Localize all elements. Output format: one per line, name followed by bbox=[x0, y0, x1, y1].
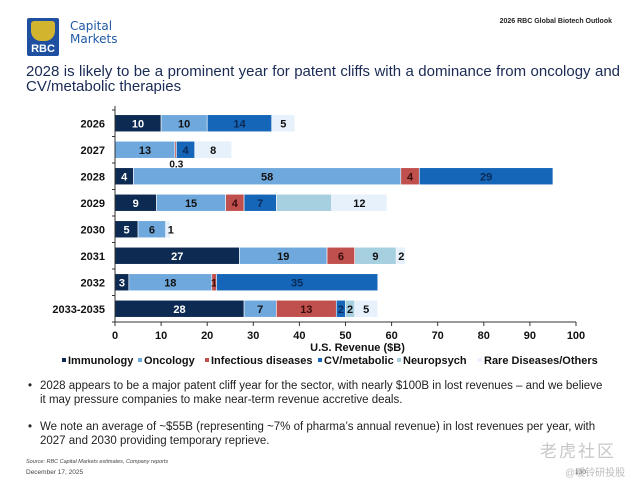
data-label: 10 bbox=[132, 118, 144, 130]
data-label: 5 bbox=[363, 304, 369, 316]
data-label: 4 bbox=[407, 171, 414, 183]
bullet-item: We note an average of ~$55B (representin… bbox=[28, 420, 608, 448]
category-label: 2031 bbox=[81, 251, 105, 263]
bar-segment bbox=[216, 273, 379, 292]
lion-shield-icon bbox=[31, 21, 55, 41]
data-label: 27 bbox=[171, 251, 183, 263]
bullet-item: 2028 appears to be a major patent cliff … bbox=[28, 379, 608, 407]
legend-label: Immunology bbox=[68, 355, 134, 367]
source-note: Source: RBC Capital Markets estimates, C… bbox=[26, 459, 169, 465]
rbc-logo: RBC bbox=[27, 18, 59, 56]
data-label: 15 bbox=[185, 198, 197, 210]
bar-segment bbox=[331, 193, 388, 212]
category-label: 2027 bbox=[81, 145, 105, 157]
logo-text: RBC bbox=[31, 43, 55, 55]
legend-swatch bbox=[478, 358, 482, 362]
watermark-handle: @暖铃研投股 bbox=[565, 468, 626, 479]
data-label: 4 bbox=[121, 171, 128, 183]
data-label: 5 bbox=[123, 224, 129, 236]
brand-line-1: Capital bbox=[70, 19, 113, 33]
x-tick-label: 50 bbox=[339, 330, 351, 342]
legend-swatch bbox=[397, 358, 401, 362]
data-label: 18 bbox=[164, 277, 176, 289]
bullet-list: 2028 appears to be a major patent cliff … bbox=[28, 379, 608, 461]
data-label: 10 bbox=[178, 118, 190, 130]
x-axis-title: U.S. Revenue ($B) bbox=[310, 342, 405, 354]
data-label: 13 bbox=[300, 304, 312, 316]
date: December 17, 2025 bbox=[26, 469, 84, 476]
bar-segment bbox=[194, 140, 232, 159]
data-label: 4 bbox=[232, 198, 239, 210]
category-label: 2028 bbox=[81, 171, 105, 183]
data-label: 19 bbox=[277, 251, 289, 263]
x-tick-label: 10 bbox=[155, 330, 167, 342]
data-label: 35 bbox=[291, 277, 303, 289]
data-label: 7 bbox=[257, 304, 263, 316]
x-tick-label: 20 bbox=[201, 330, 213, 342]
data-label: 1 bbox=[211, 277, 217, 289]
legend-swatch bbox=[205, 358, 209, 362]
data-label: 2 bbox=[347, 304, 353, 316]
bar-segment bbox=[418, 167, 554, 186]
legend-swatch bbox=[318, 358, 322, 362]
x-tick-label: 0 bbox=[112, 330, 118, 342]
watermark: 老虎社区 bbox=[540, 442, 616, 461]
brand-line-2: Markets bbox=[70, 32, 118, 46]
slide-title: 2028 is likely to be a prominent year fo… bbox=[26, 63, 620, 95]
category-label: 2032 bbox=[81, 277, 105, 289]
legend-label: CV/metabolic bbox=[324, 355, 394, 367]
data-label: 5 bbox=[280, 118, 286, 130]
data-label: 2 bbox=[398, 251, 404, 263]
category-label: 2030 bbox=[81, 224, 105, 236]
data-label: 13 bbox=[139, 145, 151, 157]
x-tick-label: 100 bbox=[567, 330, 585, 342]
data-label: 9 bbox=[133, 198, 139, 210]
x-tick-label: 80 bbox=[478, 330, 490, 342]
data-label: 7 bbox=[257, 198, 263, 210]
data-label: 1 bbox=[168, 224, 174, 236]
category-label: 2026 bbox=[81, 118, 105, 130]
bar-segment bbox=[395, 246, 406, 265]
page-number: 130 bbox=[575, 469, 586, 476]
legend-label: Oncology bbox=[144, 355, 196, 367]
category-label: 2033-2035 bbox=[52, 304, 105, 316]
legend-label: Neuropsych bbox=[403, 355, 467, 367]
x-tick-label: 90 bbox=[524, 330, 536, 342]
x-tick-label: 40 bbox=[293, 330, 305, 342]
report-title: 2026 RBC Global Biotech Outlook bbox=[499, 18, 612, 25]
data-label: 4 bbox=[182, 145, 189, 157]
data-label: 28 bbox=[173, 304, 185, 316]
data-label: 2 bbox=[338, 304, 344, 316]
data-label: 14 bbox=[233, 118, 246, 130]
data-label: 0.3 bbox=[169, 159, 183, 170]
data-label: 58 bbox=[261, 171, 273, 183]
legend-swatch bbox=[62, 358, 66, 362]
data-label: 9 bbox=[372, 251, 378, 263]
data-label: 12 bbox=[353, 198, 365, 210]
data-label: 6 bbox=[149, 224, 155, 236]
category-label: 2029 bbox=[81, 198, 105, 210]
data-label: 8 bbox=[210, 145, 216, 157]
bar-segment bbox=[276, 193, 332, 212]
data-label: 29 bbox=[480, 171, 492, 183]
x-tick-label: 60 bbox=[385, 330, 397, 342]
legend-swatch bbox=[138, 358, 142, 362]
legend-label: Rare Diseases/Others bbox=[484, 355, 598, 367]
bar-segment bbox=[271, 114, 296, 133]
data-label: 3 bbox=[119, 277, 125, 289]
data-label: 6 bbox=[338, 251, 344, 263]
x-tick-label: 70 bbox=[432, 330, 444, 342]
brand-name: Capital Markets bbox=[70, 20, 118, 46]
legend-label: Infectious diseases bbox=[211, 355, 313, 367]
x-tick-label: 30 bbox=[247, 330, 259, 342]
bar-segment bbox=[165, 220, 171, 239]
bar-segment bbox=[354, 299, 379, 318]
